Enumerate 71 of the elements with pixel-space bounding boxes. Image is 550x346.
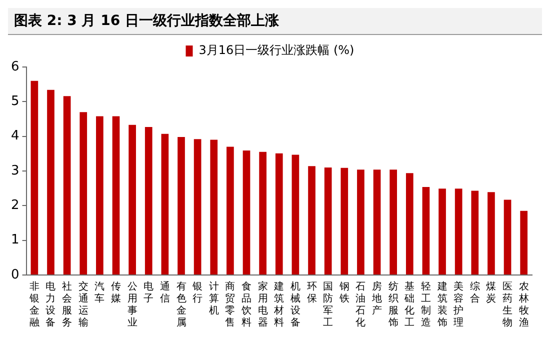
x-tick-label: 交通运输 — [78, 280, 88, 329]
y-tick-label: 5 — [10, 94, 20, 110]
x-tick-label: 电子 — [144, 280, 154, 305]
x-tick-label: 建筑材料 — [273, 280, 284, 329]
y-tick-label: 3 — [10, 163, 20, 178]
bar — [96, 116, 104, 274]
bar — [178, 137, 185, 274]
x-tick-label: 电力设备 — [46, 280, 56, 329]
x-tick-label: 食品饮料 — [240, 280, 252, 329]
x-tick-label: 轻工制造 — [420, 280, 431, 329]
x-tick-label: 非银金融 — [28, 280, 40, 329]
x-tick-label: 汽车 — [94, 280, 105, 305]
x-tick-label: 钢铁 — [338, 282, 350, 305]
bar — [226, 146, 234, 274]
x-tick-label: 环保 — [306, 282, 317, 305]
bar — [30, 80, 38, 274]
bar — [340, 168, 348, 274]
bar — [324, 168, 332, 274]
bar — [471, 190, 479, 274]
bar — [520, 210, 528, 274]
y-tick-label: 0 — [10, 267, 20, 282]
bar — [390, 170, 398, 274]
bar — [128, 124, 136, 274]
x-tick-label: 石油石化 — [356, 282, 366, 329]
chart-title: 图表 2: 3 月 16 日一级行业指数全部上涨 — [8, 8, 542, 35]
x-tick-label: 公用事业 — [127, 280, 138, 329]
y-tick-label: 2 — [10, 198, 20, 214]
bar — [63, 96, 71, 274]
bar — [422, 186, 430, 274]
bar — [454, 188, 462, 274]
bar — [357, 170, 364, 274]
x-tick-label: 房地产 — [371, 280, 382, 317]
y-tick-label: 6 — [10, 59, 20, 74]
y-tick-label: 1 — [10, 232, 20, 248]
bar — [438, 188, 446, 274]
x-tick-label: 计算机 — [208, 280, 219, 317]
bar — [488, 192, 495, 274]
y-tick-label: 4 — [10, 128, 20, 144]
bar — [292, 154, 300, 274]
x-tick-label: 农林牧渔 — [518, 282, 529, 329]
bar — [144, 126, 152, 274]
bar — [112, 116, 120, 274]
x-tick-label: 基础化工 — [404, 280, 415, 329]
bar — [308, 166, 316, 274]
bar — [504, 200, 512, 274]
bar — [242, 150, 250, 274]
x-tick-label: 银行 — [192, 282, 203, 305]
x-tick-label: 机械设备 — [290, 280, 300, 329]
x-tick-label: 煤炭 — [486, 280, 496, 305]
x-tick-label: 综合 — [470, 280, 480, 305]
bar — [259, 152, 266, 274]
x-tick-label: 美容护理 — [452, 280, 464, 329]
x-tick-label: 建筑装饰 — [436, 280, 448, 329]
x-tick-label: 传媒 — [110, 282, 121, 305]
x-tick-label: 家用电器 — [258, 280, 268, 329]
x-tick-label: 社会服务 — [62, 280, 72, 329]
bar — [373, 170, 381, 274]
bar — [80, 112, 88, 274]
bar — [406, 173, 414, 274]
x-tick-label: 有色金属 — [176, 280, 186, 329]
x-tick-label: 纺织服饰 — [387, 280, 398, 329]
bar — [47, 90, 54, 274]
x-tick-label: 医药生物 — [502, 282, 513, 329]
x-tick-label: 商贸零售 — [225, 280, 236, 329]
bar — [210, 140, 218, 274]
bar — [275, 153, 283, 274]
x-tick-label: 通信 — [160, 280, 170, 305]
legend-label: 3月16日一级行业涨跌幅 (%) — [198, 43, 354, 58]
x-tick-label: 国防军工 — [323, 282, 334, 329]
bar — [161, 134, 169, 274]
bar — [194, 139, 202, 274]
